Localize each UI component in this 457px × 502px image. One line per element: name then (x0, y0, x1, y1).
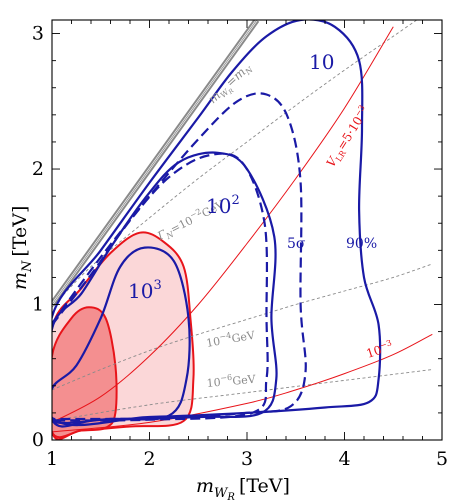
y-tick-label: 1 (32, 294, 44, 316)
red-region-inner (52, 306, 118, 439)
vlr-line-0 (52, 26, 394, 423)
vlr-line-1 (52, 333, 433, 433)
y-tick-label: 2 (32, 158, 44, 180)
vlr-label-1e-3: 10−3 (364, 338, 394, 361)
blue-contour-dashed-1 (52, 152, 269, 422)
blue-contours (52, 20, 382, 428)
x-tick-label: 1 (46, 448, 58, 470)
contour-label-10: 10 (309, 50, 334, 74)
contour-label-1000: 103 (128, 278, 162, 303)
x-tick-label: 4 (338, 448, 350, 470)
x-tick-label: 2 (143, 448, 155, 470)
kinematic-line-inner (52, 20, 258, 305)
blue-contour-dashed-0 (52, 92, 307, 421)
y-tick-label: 3 (32, 23, 44, 45)
width-line-2 (52, 369, 433, 422)
y-axis-label: mN[TeV] (9, 206, 35, 290)
width-line-1 (52, 263, 433, 391)
y-tick-label: 0 (32, 429, 44, 451)
width-label-1e-4: 10−4GeV (205, 326, 257, 349)
width-label-1e-6: 10−6GeV (206, 371, 257, 390)
contour-label-100: 102 (206, 193, 240, 218)
x-tick-label: 3 (241, 448, 253, 470)
red-regions (52, 231, 195, 440)
width-line-0 (52, 20, 418, 308)
contour-label-5sigma: 5σ (287, 236, 306, 252)
x-tick-label: 5 (436, 448, 448, 470)
vlr-label-5e-3: VLR=5·10−3 (323, 103, 374, 170)
x-axis-label: mWR[TeV] (196, 475, 290, 502)
reference-lines (52, 20, 433, 433)
contour-label-90pct: 90% (346, 236, 377, 252)
